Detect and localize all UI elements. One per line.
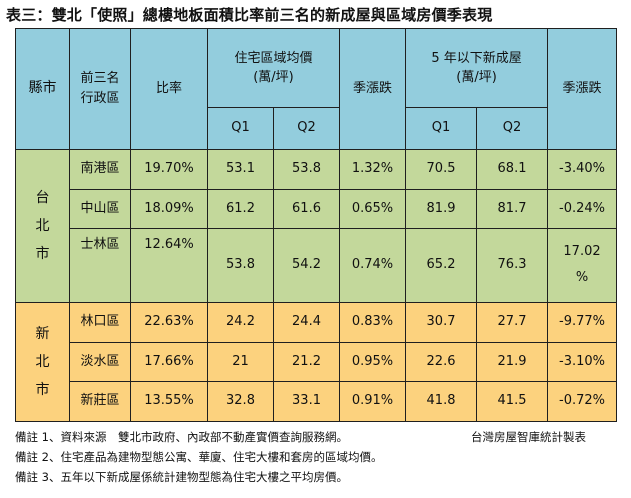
cell-new-qoq: -3.10% xyxy=(547,341,618,382)
table-title: 表三：雙北「使照」總樓地板面積比率前三名的新成屋與區域房價季表現 xyxy=(6,6,493,24)
city-char: 台 xyxy=(35,189,50,206)
cell-avg-q1: 21 xyxy=(207,341,274,382)
cell-new-qoq: -3.40% xyxy=(547,148,618,190)
cell-avg-q1: 53.8 xyxy=(207,227,274,303)
cell-ratio: 12.64% xyxy=(130,227,208,303)
cell-district: 南港區 xyxy=(69,148,131,190)
table-row: 淡水區 17.66% 21 21.2 0.95% 22.6 21.9 -3.10… xyxy=(16,341,618,382)
cell-new-qoq: -0.24% xyxy=(547,188,618,229)
cell-new-q1: 65.2 xyxy=(405,227,478,303)
header-ratio: 比率 xyxy=(130,28,208,150)
cell-district: 中山區 xyxy=(69,188,131,229)
header-new-homes: 5 年以下新成屋 (萬/坪) xyxy=(405,27,549,109)
footnote: 備註 3、五年以下新成屋係統計建物型態為住宅大樓之平均房價。 xyxy=(15,467,625,487)
header-avg-price-title: 住宅區域均價 xyxy=(234,50,313,66)
cell-avg-qoq: 0.95% xyxy=(339,341,407,382)
footnote-text: 備註 3、五年以下新成屋係統計建物型態為住宅大樓之平均房價。 xyxy=(15,470,348,484)
header-city: 縣市 xyxy=(15,28,70,150)
city-char: 市 xyxy=(35,245,50,262)
city-new-taipei: 新 北 市 xyxy=(15,301,70,423)
city-char: 北 xyxy=(35,217,50,234)
cell-avg-q2: 24.4 xyxy=(272,301,341,343)
cell-new-q2: 27.7 xyxy=(476,301,549,343)
cell-new-qoq: -9.77% xyxy=(547,301,618,343)
table-row: 新 北 市 林口區 22.63% 24.2 24.4 0.83% 30.7 27… xyxy=(15,301,618,423)
header-avg-q1: Q1 xyxy=(207,107,274,150)
source-credit: 台灣房屋智庫統計製表 xyxy=(471,430,586,444)
cell-new-q1: 41.8 xyxy=(405,380,478,423)
cell-new-q2: 41.5 xyxy=(476,380,549,423)
cell-new-q1: 70.5 xyxy=(405,148,478,190)
footnotes: 備註 1、資料來源 雙北市政府、內政部不動產實價查詢服務網。 台灣房屋智庫統計製… xyxy=(15,427,625,487)
cell-avg-qoq: 0.74% xyxy=(339,227,407,303)
cell-new-q2: 21.9 xyxy=(476,341,549,382)
cell-new-q1: 22.6 xyxy=(405,341,478,382)
table-row: 士林區 12.64% 53.8 54.2 0.74% 65.2 76.3 17.… xyxy=(16,227,618,303)
table-row: 中山區 18.09% 61.2 61.6 0.65% 81.9 81.7 -0.… xyxy=(16,188,618,229)
cell-new-qoq-line2: % xyxy=(575,270,589,286)
cell-avg-q2: 61.6 xyxy=(272,188,341,229)
cell-ratio: 19.70% xyxy=(130,148,208,190)
header-avg-q2: Q2 xyxy=(272,107,341,150)
header-new-q1: Q1 xyxy=(405,107,478,150)
cell-avg-qoq: 0.91% xyxy=(339,380,407,423)
cell-new-q2: 68.1 xyxy=(476,148,549,190)
cell-avg-q1: 53.1 xyxy=(207,148,274,190)
cell-ratio: 13.55% xyxy=(130,380,208,423)
footnote-text: 備註 1、資料來源 雙北市政府、內政部不動產實價查詢服務網。 xyxy=(15,430,348,444)
header-avg-qoq: 季漲跌 xyxy=(339,28,407,150)
city-char: 新 xyxy=(35,325,50,342)
header-avg-price: 住宅區域均價 (萬/坪) xyxy=(206,27,341,109)
cell-new-qoq: 17.02 % xyxy=(547,227,618,303)
table-row: 新莊區 13.55% 32.8 33.1 0.91% 41.8 41.5 -0.… xyxy=(16,380,618,423)
cell-avg-qoq: 0.83% xyxy=(339,301,407,343)
footnote: 備註 1、資料來源 雙北市政府、內政部不動產實價查詢服務網。 台灣房屋智庫統計製… xyxy=(15,427,625,447)
cell-avg-q2: 54.2 xyxy=(272,227,341,303)
city-char: 市 xyxy=(35,381,50,398)
cell-new-qoq-line1: 17.02 xyxy=(563,244,601,260)
cell-avg-qoq: 1.32% xyxy=(339,148,407,190)
cell-avg-q2: 53.8 xyxy=(272,148,341,190)
cell-district: 淡水區 xyxy=(69,341,131,382)
cell-new-q2: 76.3 xyxy=(476,227,549,303)
city-taipei: 台 北 市 xyxy=(15,148,70,303)
cell-new-q2: 81.7 xyxy=(476,188,549,229)
footnote-text: 備註 2、住宅產品為建物型態公寓、華廈、住宅大樓和套房的區域均價。 xyxy=(15,450,383,464)
price-table: 縣市 前三名 行政區 比率 住宅區域均價 (萬/坪) 季漲跌 5 年以下新成屋 … xyxy=(15,27,618,423)
cell-district: 林口區 xyxy=(69,301,131,343)
cell-ratio: 18.09% xyxy=(130,188,208,229)
header-district: 前三名 行政區 xyxy=(69,28,131,150)
cell-avg-q1: 32.8 xyxy=(207,380,274,423)
cell-new-q1: 81.9 xyxy=(405,188,478,229)
footnote: 備註 2、住宅產品為建物型態公寓、華廈、住宅大樓和套房的區域均價。 xyxy=(15,447,625,467)
header-new-homes-title: 5 年以下新成屋 xyxy=(431,50,522,66)
cell-new-q1: 30.7 xyxy=(405,301,478,343)
cell-avg-q2: 21.2 xyxy=(272,341,341,382)
cell-district: 新莊區 xyxy=(69,380,131,423)
cell-avg-q1: 61.2 xyxy=(207,188,274,229)
cell-avg-q1: 24.2 xyxy=(207,301,274,343)
header-district-line2: 行政區 xyxy=(80,90,120,106)
cell-avg-qoq: 0.65% xyxy=(339,188,407,229)
cell-avg-q2: 33.1 xyxy=(272,380,341,423)
city-char: 北 xyxy=(35,353,50,370)
header-district-line1: 前三名 xyxy=(80,71,120,87)
header-new-homes-unit: (萬/坪) xyxy=(456,70,497,86)
header-new-qoq: 季漲跌 xyxy=(547,28,618,150)
cell-ratio: 22.63% xyxy=(130,301,208,343)
cell-district: 士林區 xyxy=(69,227,131,303)
header-new-q2: Q2 xyxy=(476,107,549,150)
header-avg-price-unit: (萬/坪) xyxy=(253,70,294,86)
table-row: 台 北 市 南港區 19.70% 53.1 53.8 1.32% 70.5 68… xyxy=(15,148,618,303)
cell-new-qoq: -0.72% xyxy=(547,380,618,423)
cell-ratio: 17.66% xyxy=(130,341,208,382)
